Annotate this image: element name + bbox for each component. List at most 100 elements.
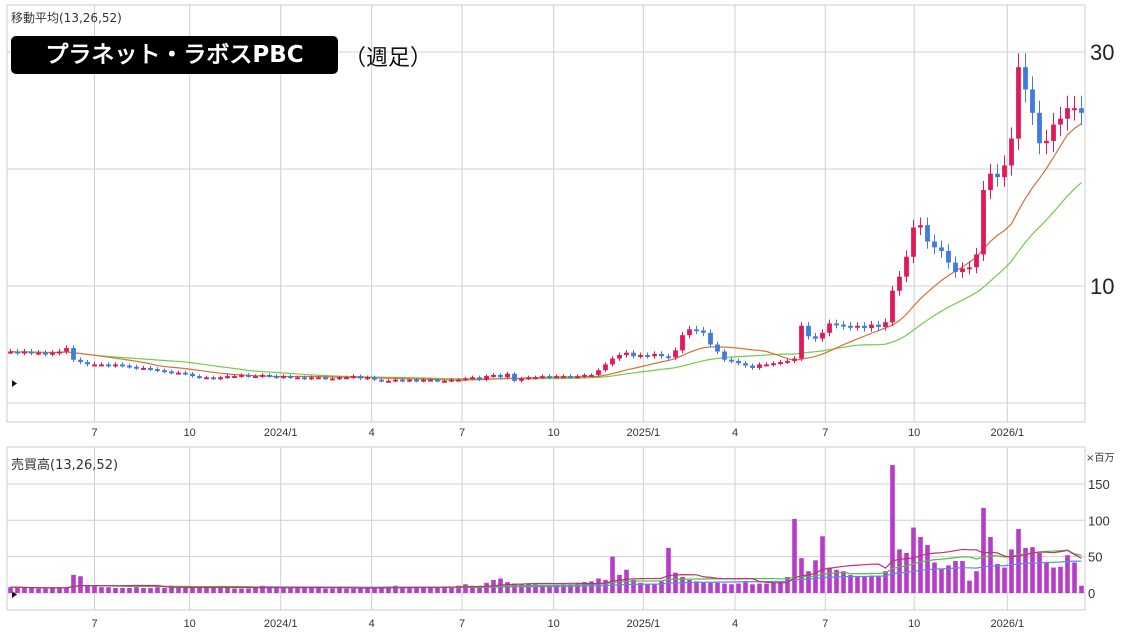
candle-body <box>379 379 384 382</box>
candle-body <box>29 351 34 354</box>
candle-body <box>295 377 300 380</box>
volume-label: 売買高(13,26,52) <box>11 458 119 473</box>
volume-panel-frame <box>6 446 1086 611</box>
volume-bar <box>260 585 265 593</box>
candle-body <box>85 362 90 365</box>
volume-bar <box>897 549 902 593</box>
volume-bar <box>197 587 202 593</box>
volume-bar <box>64 587 69 593</box>
candle-body <box>435 379 440 382</box>
candle-body <box>960 268 965 272</box>
volume-bar <box>1065 555 1070 593</box>
candle-body <box>414 379 419 382</box>
candle-body <box>274 376 279 379</box>
candle-body <box>36 352 41 355</box>
candle-body <box>99 364 104 367</box>
volume-bar <box>92 586 97 593</box>
candle-body <box>386 380 391 383</box>
volume-bar <box>477 585 482 593</box>
volume-bar <box>547 585 552 593</box>
volume-bar <box>43 588 48 593</box>
volume-bar <box>869 575 874 593</box>
price-x-tick-label: 10 <box>908 427 920 439</box>
candle-body <box>561 376 566 379</box>
volume-bar <box>505 582 510 593</box>
candle-body <box>596 370 601 375</box>
candle-body <box>540 376 545 379</box>
candle-body <box>687 329 692 336</box>
volume-bar <box>554 585 559 593</box>
volume-bar <box>330 588 335 593</box>
candle-body <box>316 377 321 380</box>
volume-bar <box>239 588 244 593</box>
volume-bar <box>806 571 811 593</box>
candle-body <box>15 351 20 354</box>
volume-bar <box>162 587 167 593</box>
candle-body <box>869 324 874 329</box>
volume-bar <box>358 587 363 593</box>
candle-body <box>260 374 265 377</box>
volume-ma26-line <box>10 549 1082 589</box>
volume-bar <box>176 586 181 593</box>
period-label: （週足） <box>344 46 433 71</box>
candle-body <box>967 267 972 270</box>
candle-body <box>197 376 202 379</box>
candle-body <box>43 352 48 355</box>
volume-bar <box>309 587 314 593</box>
volume-bar <box>1030 547 1035 593</box>
candle-body <box>862 325 867 329</box>
volume-bar <box>687 579 692 593</box>
candle-body <box>834 323 839 326</box>
candle-body <box>792 358 797 361</box>
price-marker-icon <box>12 380 17 387</box>
volume-bar <box>85 585 90 593</box>
candle-body <box>624 352 629 356</box>
candle-body <box>204 377 209 380</box>
candle-body <box>680 335 685 351</box>
candle-body <box>323 377 328 380</box>
candle-body <box>1037 112 1042 144</box>
candle-body <box>372 377 377 380</box>
volume-bar <box>764 583 769 593</box>
candle-body <box>778 362 783 365</box>
volume-bar <box>519 584 524 593</box>
volume-bar <box>960 561 965 593</box>
volume-bar <box>771 582 776 593</box>
candle-body <box>302 377 307 380</box>
candle-body <box>673 350 678 358</box>
candle-body <box>106 364 111 367</box>
volume-bar <box>890 465 895 593</box>
candle-body <box>155 369 160 372</box>
candle-body <box>876 324 881 327</box>
candle-body <box>932 241 937 248</box>
candle-body <box>974 254 979 268</box>
price-y-tick-label: 30 <box>1090 40 1114 65</box>
volume-bar <box>470 585 475 593</box>
candle-body <box>183 372 188 375</box>
price-x-tick-label: 4 <box>732 427 738 439</box>
volume-bar <box>442 586 447 593</box>
candle-body <box>365 377 370 380</box>
candle-body <box>547 376 552 379</box>
candle-body <box>582 374 587 377</box>
candle-body <box>757 364 762 368</box>
volume-x-tick-label: 2026/1 <box>990 618 1024 630</box>
volume-bar <box>379 587 384 593</box>
volume-bar <box>526 583 531 593</box>
volume-bar <box>407 587 412 593</box>
volume-bar <box>344 588 349 593</box>
volume-bar <box>134 587 139 593</box>
candle-body <box>995 173 1000 178</box>
candle-body <box>176 372 181 375</box>
volume-bar <box>351 588 356 593</box>
candle-body <box>589 374 594 377</box>
candle-body <box>841 324 846 327</box>
volume-bar <box>855 577 860 593</box>
candle-body <box>638 355 643 358</box>
stock-name-badge: プラネット・ラボスPBC <box>11 36 338 74</box>
volume-bar <box>883 571 888 593</box>
volume-bar <box>827 567 832 593</box>
volume-bar <box>274 587 279 593</box>
candle-body <box>659 353 664 357</box>
candle-body <box>71 348 76 360</box>
